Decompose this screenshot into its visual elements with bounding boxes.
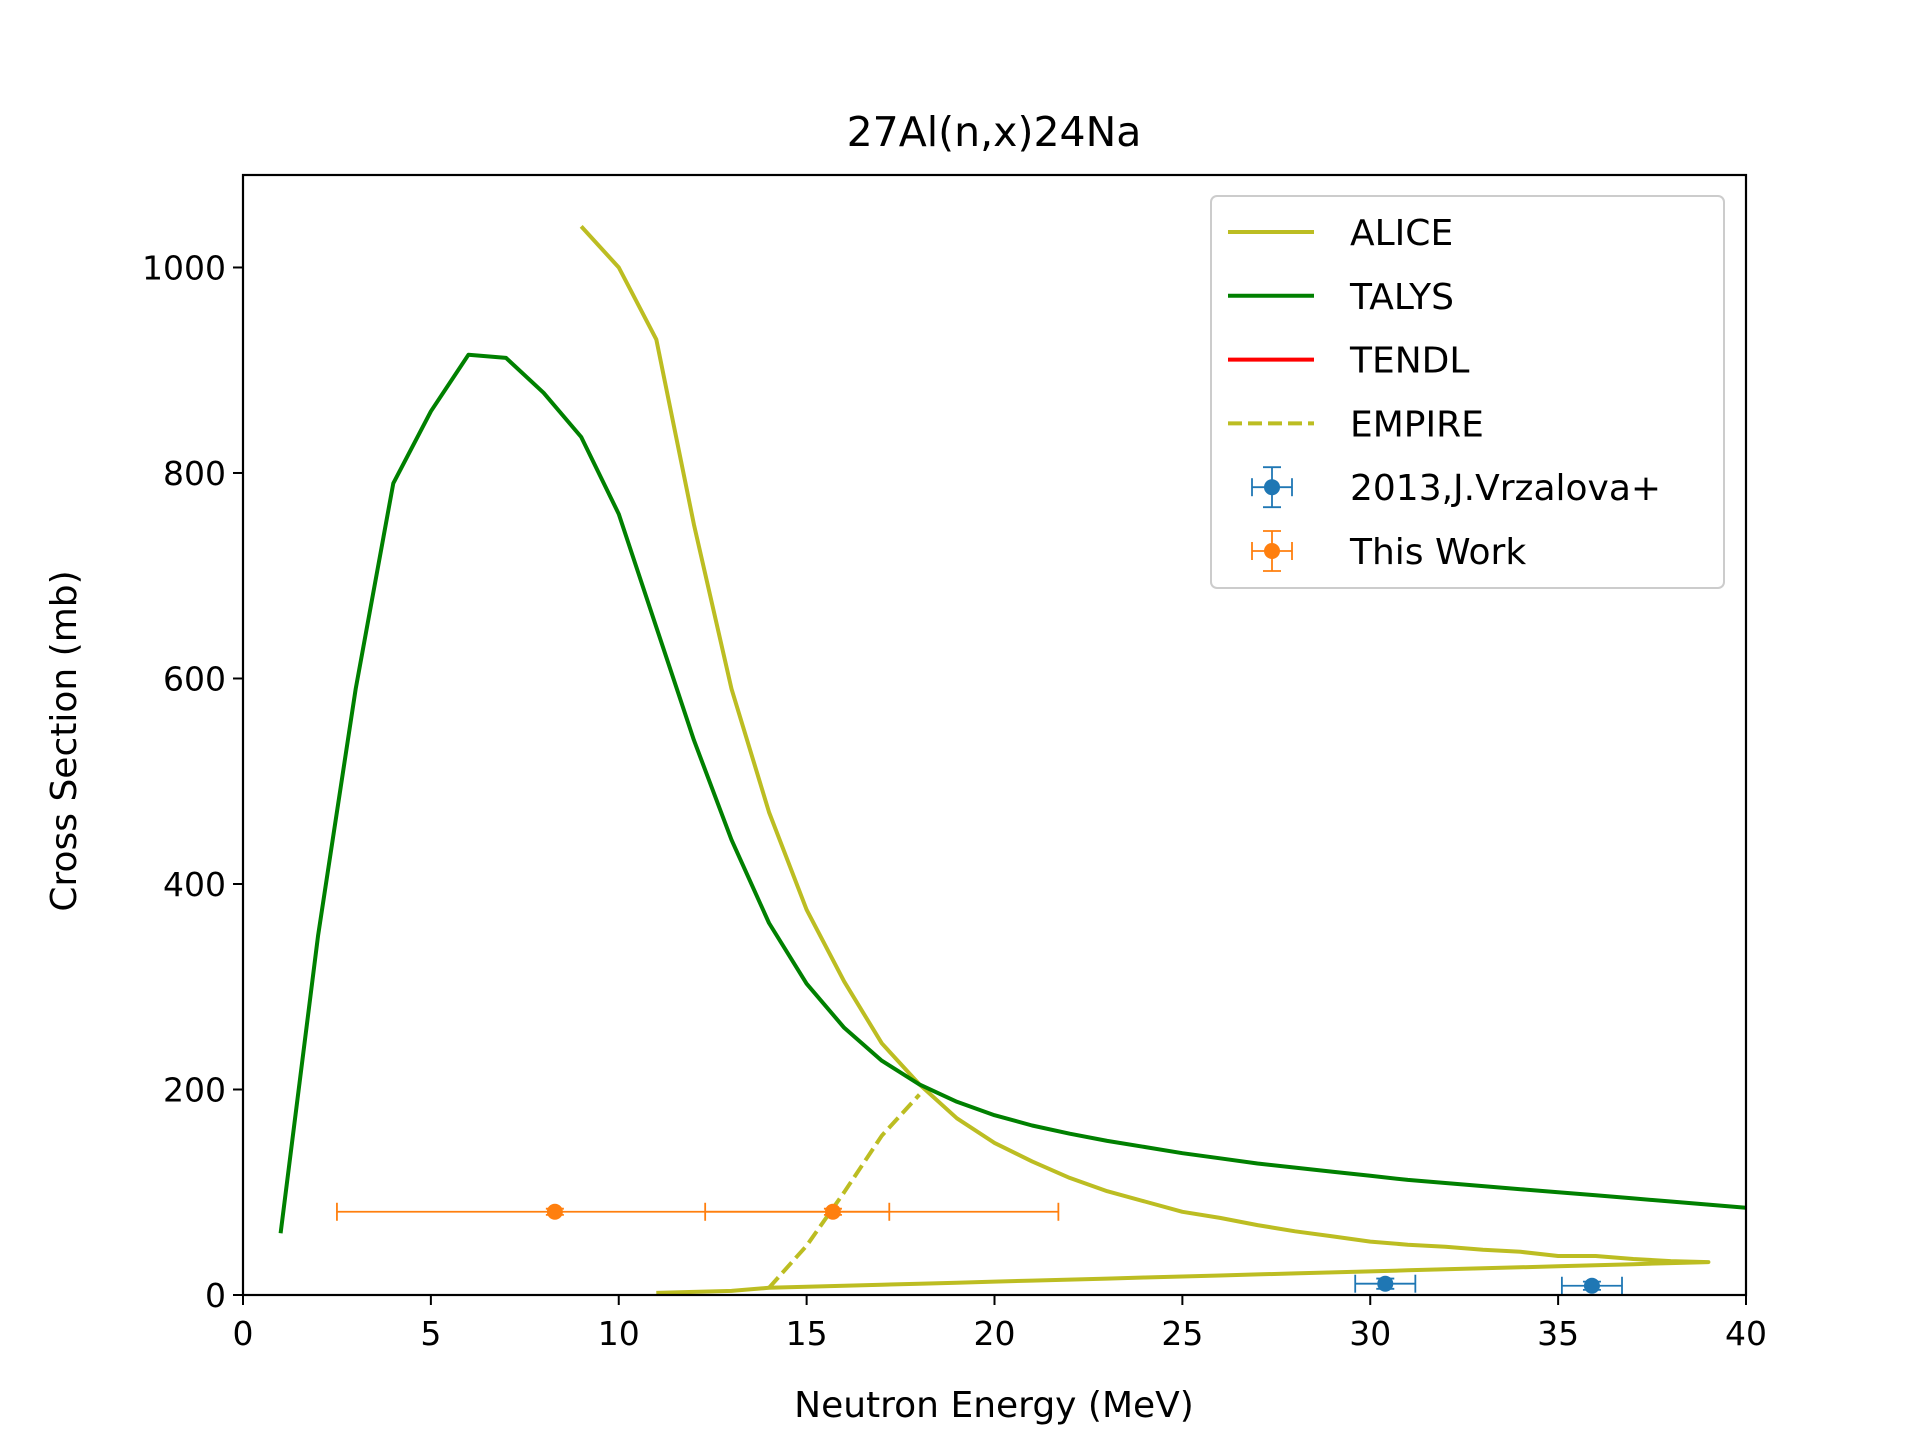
y-tick-label: 400: [163, 865, 226, 904]
data-point-marker: [824, 1203, 841, 1220]
legend-item: ALICE: [1228, 213, 1453, 254]
y-tick-label: 1000: [142, 248, 226, 287]
legend-label: TENDL: [1349, 341, 1469, 382]
x-axis-ticks: 0 5 10 15 20 25 30 35 40: [233, 1295, 1767, 1353]
series-line-alice: [579, 225, 1711, 1295]
y-tick-label: 200: [163, 1070, 226, 1109]
data-point-marker: [1377, 1275, 1394, 1292]
series-layer: [278, 225, 1746, 1295]
legend-label: TALYS: [1349, 277, 1454, 318]
y-axis-ticks: 0 200 400 600 800 1000: [142, 248, 243, 1315]
x-tick-label: 40: [1725, 1314, 1767, 1353]
legend-marker: [1264, 543, 1280, 559]
series-line-empire: [767, 1093, 921, 1290]
errorbar-layer: [336, 1202, 1623, 1295]
x-tick-label: 35: [1537, 1314, 1579, 1353]
legend-item: TENDL: [1228, 341, 1469, 382]
x-tick-label: 15: [786, 1314, 828, 1353]
legend-item: EMPIRE: [1228, 404, 1484, 445]
y-tick-label: 800: [163, 454, 226, 493]
data-point-marker: [546, 1203, 563, 1220]
legend-item: 2013,J.Vrzalova+: [1251, 466, 1661, 509]
legend: ALICE TALYS TENDL EMPIRE 2013,J.Vrzalova+ Thi…: [1210, 195, 1725, 589]
legend-label: This Work: [1349, 532, 1526, 573]
legend-box: [1210, 195, 1725, 589]
x-tick-label: 20: [974, 1314, 1016, 1353]
errorbar-point: [1560, 1276, 1623, 1295]
legend-item: TALYS: [1228, 277, 1454, 318]
x-tick-label: 0: [233, 1314, 254, 1353]
series-line-talys: [278, 352, 1746, 1234]
legend-marker: [1264, 479, 1280, 496]
y-tick-label: 600: [163, 659, 226, 698]
data-point-marker: [1583, 1277, 1600, 1294]
y-tick-label: 0: [205, 1276, 226, 1315]
x-tick-label: 5: [420, 1314, 441, 1353]
x-tick-label: 25: [1161, 1314, 1203, 1353]
plot-area: 0 5 10 15 20 25 30 35 40 0 200 400 600 800 1000: [142, 173, 1767, 1353]
chart-title: 27Al(n,x)24Na: [847, 108, 1142, 156]
legend-items: ALICE TALYS TENDL EMPIRE 2013,J.Vrzalova+ Thi…: [1228, 213, 1661, 573]
legend-item: This Work: [1251, 530, 1526, 573]
legend-label: 2013,J.Vrzalova+: [1350, 468, 1661, 509]
errorbar-point: [704, 1202, 1060, 1221]
legend-label: ALICE: [1350, 213, 1453, 254]
x-tick-label: 30: [1349, 1314, 1391, 1353]
x-tick-label: 10: [598, 1314, 640, 1353]
errorbar-point: [1354, 1274, 1417, 1293]
y-axis-label: Cross Section (mb): [44, 570, 85, 911]
x-axis-label: Neutron Energy (MeV): [794, 1385, 1194, 1426]
legend-label: EMPIRE: [1350, 404, 1484, 445]
